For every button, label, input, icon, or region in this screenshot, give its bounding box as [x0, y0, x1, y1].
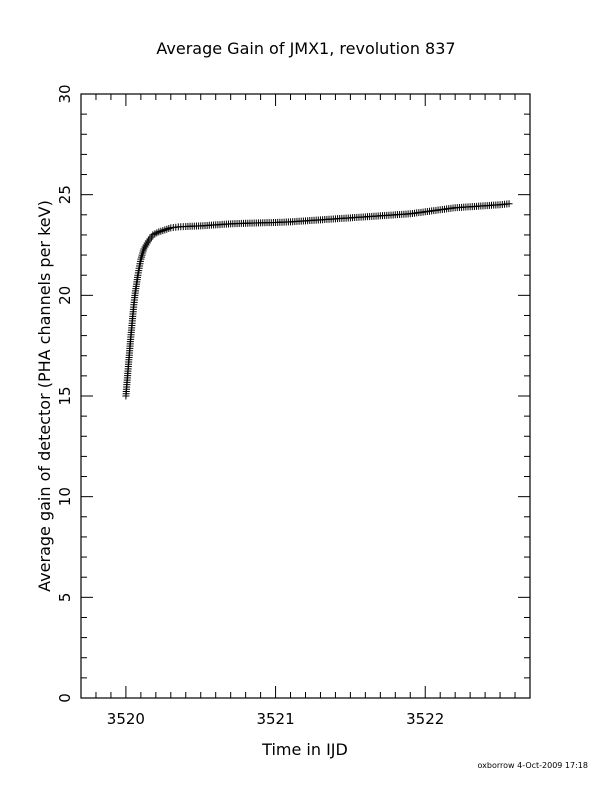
y-tick-label: 5 [56, 593, 74, 603]
y-tick-label: 20 [56, 286, 74, 305]
y-tick-label: 25 [56, 185, 74, 204]
x-axis-label: Time in IJD [261, 740, 348, 759]
y-axis-label: Average gain of detector (PHA channels p… [35, 200, 54, 592]
axis-ticks: 0 5 10 15 20 25 30 3520 3521 3522 [56, 84, 531, 728]
x-tick-label: 3520 [107, 710, 145, 728]
x-tick-label: 3521 [256, 710, 294, 728]
y-tick-label: 15 [56, 386, 74, 405]
y-tick-label: 0 [56, 693, 74, 703]
footer-stamp: oxborrow 4-Oct-2009 17:18 [478, 761, 588, 770]
plot-frame [80, 93, 531, 699]
y-tick-label: 30 [56, 84, 74, 103]
x-tick-label: 3522 [406, 710, 444, 728]
data-point [505, 200, 513, 208]
y-tick-label: 10 [56, 487, 74, 506]
data-points [122, 200, 513, 400]
chart-title: Average Gain of JMX1, revolution 837 [156, 39, 455, 58]
